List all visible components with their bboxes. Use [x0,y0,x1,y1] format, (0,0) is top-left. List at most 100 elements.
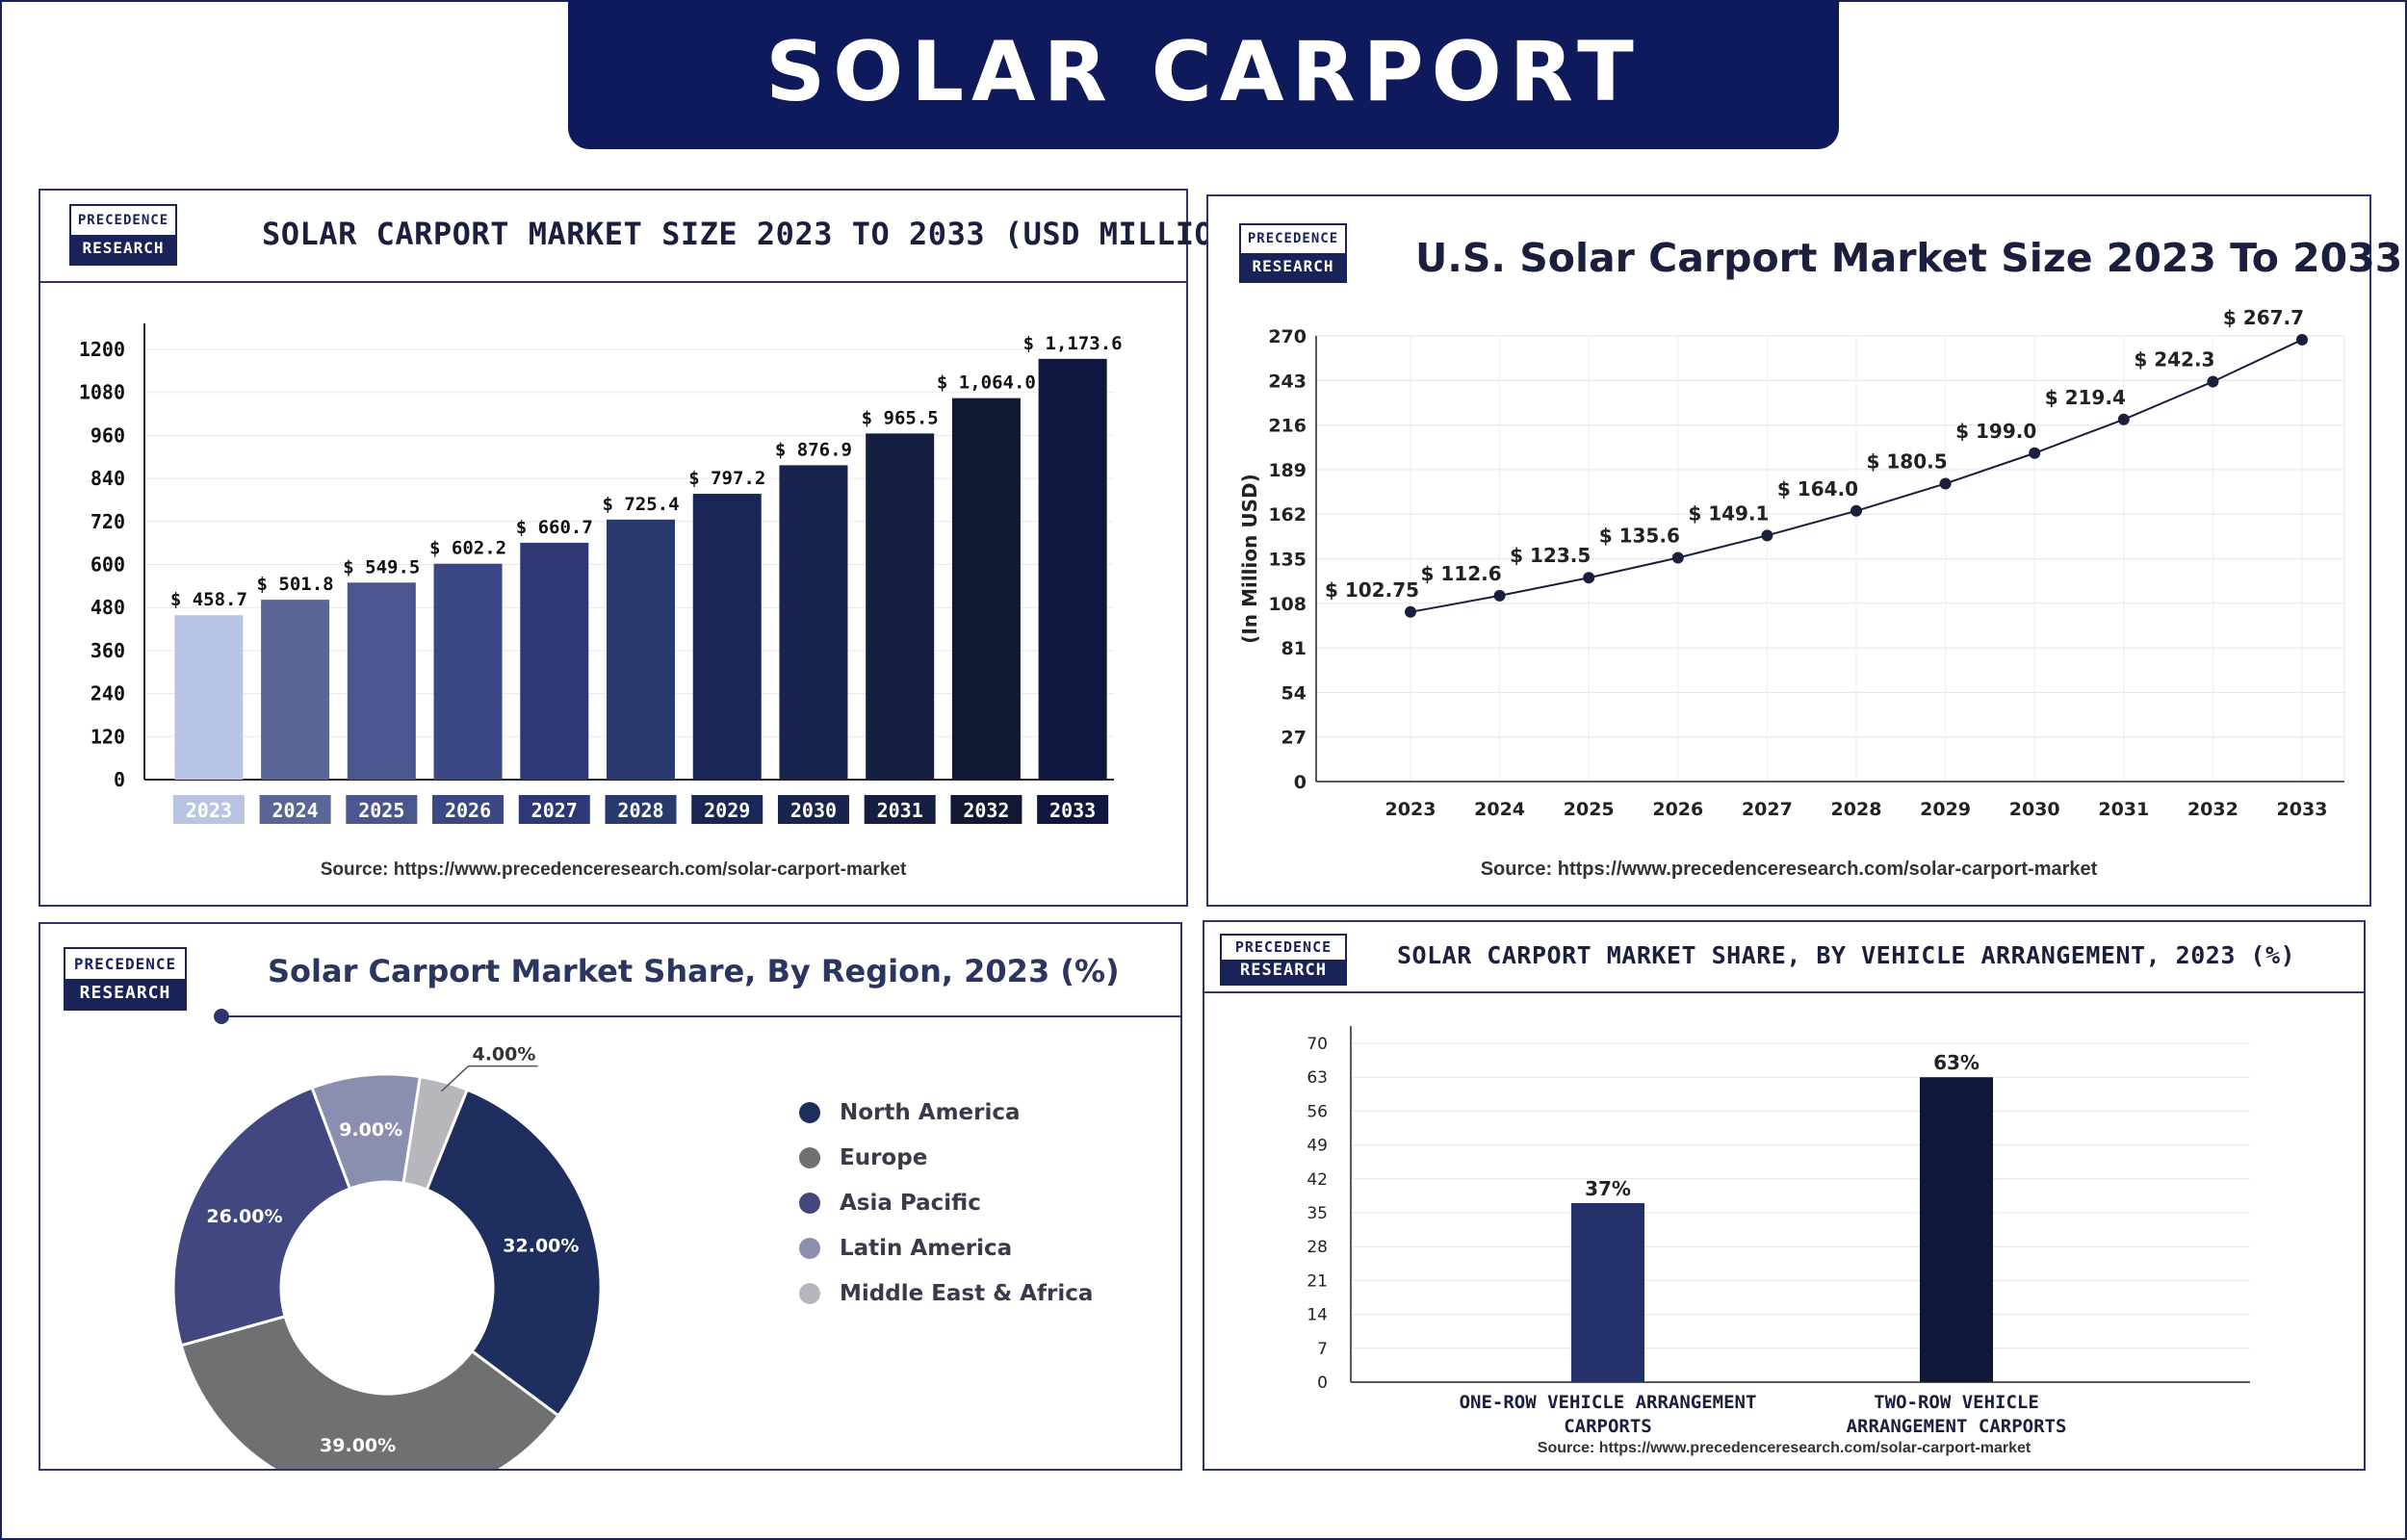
y-tick-label: 21 [1307,1271,1328,1291]
data-label: $ 876.9 [775,439,852,460]
legend-label: North America [840,1099,1021,1125]
x-tick-label: 2029 [1920,799,1971,820]
x-tick-label: 2023 [1385,799,1436,820]
y-tick-label: 7 [1317,1340,1328,1359]
data-point [1761,529,1773,542]
x-tick-label: 2024 [272,799,319,822]
data-label: $ 267.7 [2223,306,2304,329]
bar [174,615,244,780]
data-label: $ 199.0 [1955,420,2036,443]
legend-swatch [799,1192,820,1214]
y-tick-label: 270 [1268,326,1307,347]
y-tick-label: 162 [1268,504,1307,526]
slice-label: 9.00% [339,1119,402,1141]
x-tick-box [172,795,245,824]
logo-line2: RESEARCH [71,235,175,262]
legend-item-north-america: North America [799,1090,1093,1135]
data-label: 63% [1933,1051,1980,1074]
legend-label: Asia Pacific [840,1190,981,1216]
slice-label: 39.00% [320,1435,396,1456]
data-point [1493,589,1506,602]
data-label: $ 102.75 [1325,578,1419,602]
bar [1920,1077,1993,1382]
y-tick-label: 49 [1307,1137,1328,1156]
bar [261,600,330,780]
y-tick-label: 54 [1281,682,1307,704]
data-point [2029,447,2041,459]
title-divider [40,281,1186,283]
x-tick-box [432,795,505,824]
bar [866,433,935,780]
x-tick-label: ONE-ROW VEHICLE ARRANGEMENT [1460,1392,1757,1413]
x-tick-label: 2033 [1049,799,1096,822]
data-point [2296,333,2308,346]
logo-line2: RESEARCH [65,979,185,1007]
market-size-panel: PRECEDENCE RESEARCH SOLAR CARPORT MARKET… [39,189,1251,907]
bar [520,542,589,780]
x-tick-label: TWO-ROW VEHICLE [1874,1392,2039,1413]
legend-swatch [799,1101,820,1123]
x-tick-label: 2024 [1474,799,1525,820]
y-axis-label: (In Million USD) [1238,474,1261,643]
data-point [1583,572,1595,584]
data-point [2117,413,2130,425]
bar [1038,358,1107,780]
logo-line1: PRECEDENCE [1222,936,1345,960]
data-label: $ 1,064.0 [937,372,1036,394]
data-label: $ 112.6 [1421,562,1502,585]
precedence-research-logo: PRECEDENCE RESEARCH [69,204,177,266]
legend-swatch [799,1282,820,1304]
data-label: $ 660.7 [516,517,593,538]
vehicle-share-source: Source: https://www.precedenceresearch.c… [1537,1440,2032,1456]
pie-slice [425,1088,603,1418]
x-tick-label: 2033 [2277,799,2328,820]
legend-label: Latin America [840,1235,1013,1261]
data-label: $ 149.1 [1688,501,1769,525]
logo-line1: PRECEDENCE [65,949,185,979]
data-label: $ 219.4 [2045,386,2126,409]
data-point [2207,375,2219,388]
x-tick-label: 2026 [445,799,491,822]
x-tick-label: 2028 [1831,799,1882,820]
x-tick-label: 2031 [877,799,923,822]
y-tick-label: 840 [91,467,125,490]
y-tick-label: 28 [1307,1238,1328,1257]
x-tick-label: 2030 [790,799,837,822]
data-label: $ 501.8 [257,574,334,595]
us-market-chart: 0 27 54 81 108 135 162 189 216 243 270 2023 2024 2025… [1238,306,2345,820]
y-tick-label: 27 [1281,728,1307,749]
title-divider [1204,991,2364,993]
y-tick-label: 120 [91,725,125,748]
bar [433,563,503,780]
y-tick-label: 240 [91,682,125,706]
logo-line1: PRECEDENCE [71,206,175,235]
pie-slice [179,1314,561,1469]
y-tick-label: 1200 [79,338,125,361]
data-label: $ 1,173.6 [1023,333,1123,354]
x-tick-label: 2027 [531,799,578,822]
market-size-title: SOLAR CARPORT MARKET SIZE 2023 TO 2033 (… [262,216,1252,252]
bar [692,494,762,780]
data-label: 37% [1585,1177,1631,1200]
market-size-chart: 0 120 240 360 480 600 720 840 960 1080 1200 $ 458.7… [79,323,1123,824]
legend-swatch [799,1237,820,1259]
x-tick-label: 2027 [1742,799,1793,820]
logo-line2: RESEARCH [1241,253,1345,279]
vehicle-share-chart: 0 7 14 21 28 35 42 49 56 63 70 37% ONE-ROW VEHICLE A… [1307,1026,2250,1437]
y-tick-label: 1080 [79,381,125,404]
logo-line1: PRECEDENCE [1241,225,1345,253]
y-tick-label: 81 [1281,638,1307,659]
y-tick-label: 56 [1307,1102,1328,1121]
vehicle-share-panel: PRECEDENCE RESEARCH SOLAR CARPORT MARKET… [1203,920,2366,1471]
x-tick-label: CARPORTS [1564,1416,1652,1437]
y-tick-label: 960 [91,424,125,447]
data-label: $ 965.5 [862,407,939,428]
y-tick-label: 42 [1307,1170,1328,1190]
y-tick-label: 63 [1307,1068,1328,1088]
data-label: $ 242.3 [2134,348,2214,372]
legend-item-mea: Middle East & Africa [799,1270,1093,1316]
bar [1571,1202,1644,1382]
x-tick-box [864,795,936,824]
y-tick-label: 243 [1268,371,1307,392]
region-legend: North America Europe Asia Pacific Latin … [799,1090,1093,1316]
